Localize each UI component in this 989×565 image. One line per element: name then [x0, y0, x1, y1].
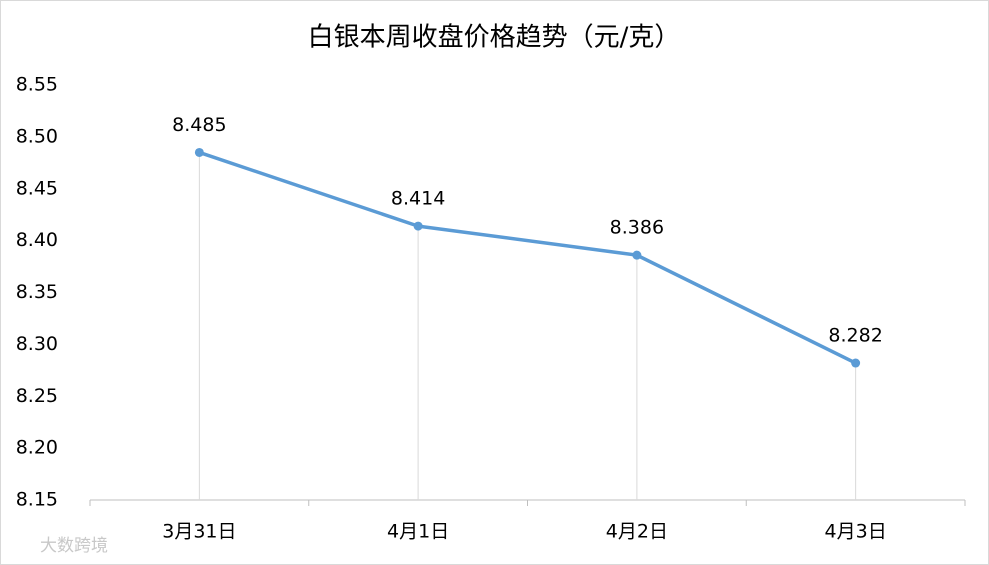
- data-label: 8.386: [610, 217, 664, 239]
- data-label: 8.282: [828, 325, 882, 347]
- x-tick-label: 4月3日: [825, 521, 887, 543]
- x-tick-label: 3月31日: [162, 521, 236, 543]
- data-label: 8.414: [391, 188, 445, 210]
- data-label: 8.485: [172, 114, 226, 136]
- y-tick-label: 8.35: [16, 281, 58, 303]
- y-tick-label: 8.20: [16, 437, 58, 459]
- y-tick-label: 8.25: [16, 385, 58, 407]
- point: [851, 358, 861, 368]
- y-tick-label: 8.15: [16, 489, 58, 511]
- point: [413, 221, 423, 231]
- y-tick-label: 8.50: [16, 125, 58, 147]
- x-tick-label: 4月1日: [387, 521, 449, 543]
- point: [194, 147, 204, 157]
- series-line: [198, 150, 857, 365]
- y-tick-label: 8.55: [16, 74, 58, 96]
- point: [632, 250, 642, 260]
- chart-title: 白银本周收盘价格趋势（元/克）: [308, 23, 681, 53]
- y-tick-label: 8.30: [16, 333, 58, 355]
- y-tick-label: 8.40: [16, 229, 58, 251]
- watermark: 大数跨境: [40, 536, 108, 556]
- y-tick-label: 8.45: [16, 177, 58, 199]
- x-tick-label: 4月2日: [606, 521, 668, 543]
